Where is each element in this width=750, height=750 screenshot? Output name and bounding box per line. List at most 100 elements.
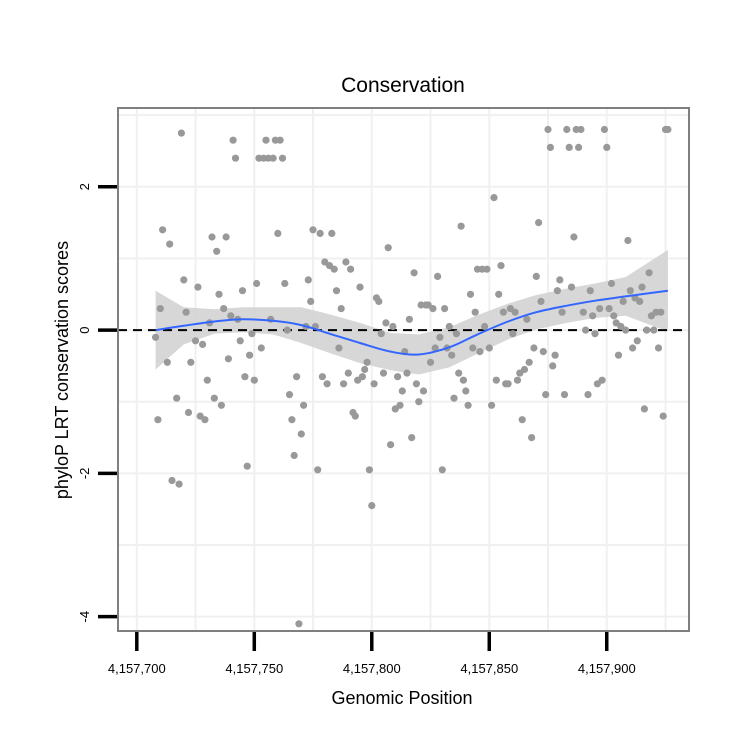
data-point (347, 265, 355, 273)
y-tick-label: -2 (77, 468, 92, 480)
data-point (199, 340, 207, 348)
y-tick-label: -4 (77, 611, 92, 623)
data-point (499, 308, 507, 316)
data-point (551, 351, 559, 359)
data-point (607, 279, 616, 288)
data-point (528, 434, 536, 442)
data-point (389, 322, 397, 331)
data-point (563, 125, 571, 134)
data-point (314, 466, 322, 474)
data-point (412, 380, 420, 388)
data-point (285, 391, 294, 399)
data-point (203, 376, 211, 384)
data-point (288, 416, 296, 424)
data-point (546, 143, 555, 151)
data-point (403, 369, 411, 377)
data-point (375, 297, 383, 305)
data-point (318, 373, 326, 381)
data-point (619, 297, 627, 305)
data-point (368, 502, 376, 510)
data-point (307, 297, 315, 305)
data-point (582, 326, 590, 334)
data-point (504, 380, 512, 388)
data-point (520, 365, 529, 374)
data-point (584, 391, 592, 399)
data-point (335, 344, 343, 352)
data-point (384, 244, 392, 252)
data-point (210, 394, 218, 402)
data-point (481, 322, 489, 331)
data-point (492, 376, 500, 384)
plot-panel (117, 107, 690, 632)
data-point (596, 305, 604, 313)
data-point (356, 283, 364, 291)
data-point (281, 279, 289, 288)
data-point (243, 462, 251, 470)
data-point (337, 305, 345, 313)
data-point (191, 337, 200, 345)
data-point (429, 305, 437, 313)
data-point (614, 351, 623, 359)
data-point (394, 373, 402, 381)
data-point (173, 394, 181, 402)
data-point (224, 355, 232, 363)
data-point (643, 326, 651, 334)
data-point (309, 226, 317, 234)
chart-title: Conservation (341, 74, 465, 97)
data-point (351, 412, 359, 420)
data-point (344, 369, 352, 377)
data-point (523, 315, 531, 323)
data-point (513, 376, 522, 384)
data-point (229, 136, 237, 144)
data-points (152, 125, 672, 628)
data-point (488, 401, 496, 409)
data-point (365, 466, 373, 474)
data-point (382, 319, 390, 327)
data-point (603, 143, 611, 151)
data-point (152, 333, 160, 341)
data-point (213, 247, 221, 255)
data-point (485, 344, 493, 352)
data-point (598, 376, 606, 384)
data-point (664, 125, 672, 134)
data-point (222, 233, 230, 241)
data-point (323, 380, 331, 388)
data-point (452, 330, 460, 338)
data-point (187, 358, 195, 366)
data-point (476, 348, 484, 356)
data-point (154, 416, 162, 424)
data-point (163, 358, 171, 366)
y-tick-label: 2 (77, 183, 92, 190)
data-point (471, 308, 479, 316)
data-point (549, 362, 557, 370)
x-tick-label: 4,157,850 (460, 661, 518, 676)
data-point (316, 229, 324, 237)
data-point (300, 401, 308, 409)
data-point (518, 416, 526, 424)
data-point (434, 272, 442, 280)
data-point (177, 129, 185, 137)
data-point (626, 287, 634, 295)
data-point (565, 143, 573, 151)
data-point (274, 229, 282, 237)
data-point (560, 391, 569, 399)
y-tick-label: 0 (77, 326, 92, 333)
data-point (377, 330, 385, 338)
data-point (457, 222, 465, 230)
data-point (410, 269, 418, 277)
data-point (276, 136, 284, 144)
data-point (231, 154, 240, 162)
data-point (575, 143, 583, 151)
data-point (553, 287, 562, 295)
data-point (586, 287, 594, 295)
data-point (293, 373, 301, 381)
data-point (340, 380, 348, 388)
data-point (633, 337, 641, 345)
data-point (436, 333, 444, 341)
data-point (567, 283, 576, 291)
data-point (591, 330, 599, 338)
data-point (342, 258, 350, 266)
data-point (650, 326, 658, 334)
data-point (246, 351, 254, 359)
